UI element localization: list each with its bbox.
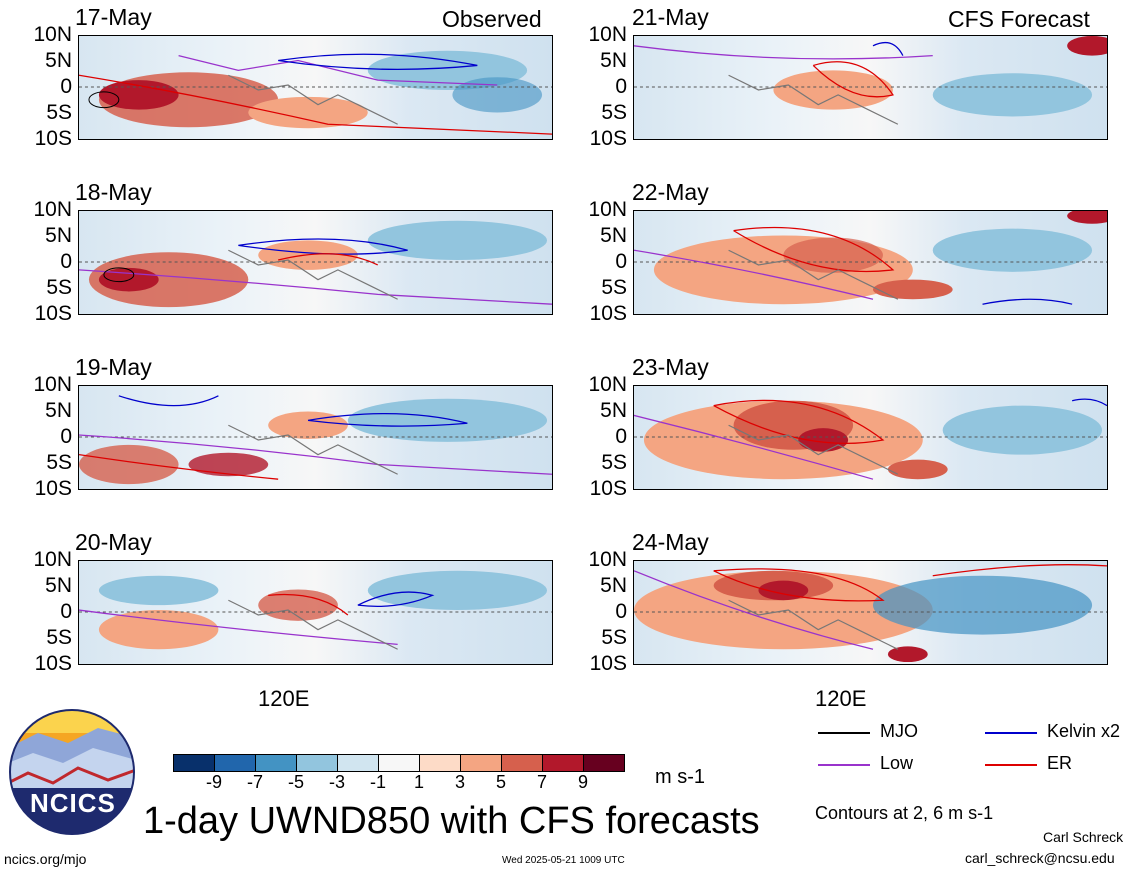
lat-label: 0	[60, 250, 72, 273]
lat-label: 5N	[600, 224, 627, 247]
panel-date-2: 18-May	[75, 179, 152, 205]
colorbar-tick: 3	[454, 772, 465, 792]
logo-text: NCICS	[30, 788, 116, 818]
panel-date-8: 24-May	[632, 529, 709, 555]
lat-label: 10S	[34, 652, 72, 675]
lat-label: 10S	[589, 477, 627, 500]
lat-label: 10N	[588, 373, 627, 396]
panel-date-7: 23-May	[632, 354, 709, 380]
legend-line-mjo	[818, 732, 870, 734]
lat-label: 10S	[589, 652, 627, 675]
lat-label: 5N	[600, 49, 627, 72]
lat-label: 10S	[34, 477, 72, 500]
x-axis-label-right: 120E	[815, 686, 867, 711]
author: Carl Schreck	[1043, 829, 1124, 845]
forecast-header: CFS Forecast	[948, 6, 1090, 32]
lat-label: 5N	[45, 224, 72, 247]
colorbar-tick: -3	[328, 772, 345, 792]
contour-note: Contours at 2, 6 m s-1	[815, 803, 994, 823]
x-axis-label-left: 120E	[258, 686, 310, 711]
lat-label: 10N	[588, 548, 627, 571]
lat-label: 5N	[600, 399, 627, 422]
lat-label: 10S	[589, 127, 627, 150]
lat-label: 5S	[601, 276, 627, 299]
colorbar-swatch	[173, 754, 215, 772]
legend-low: Low	[880, 753, 914, 773]
lat-label: 10S	[34, 302, 72, 325]
map-panel-6	[633, 210, 1108, 315]
timestamp: Wed 2025-05-21 1009 UTC	[502, 855, 625, 866]
colorbar-unit: m s-1	[655, 766, 705, 788]
colorbar-swatch	[419, 754, 461, 772]
lat-label: 5N	[45, 49, 72, 72]
panel-date-4: 20-May	[75, 529, 152, 555]
lat-label: 5S	[601, 101, 627, 124]
colorbar-swatch	[296, 754, 338, 772]
lat-label: 10S	[34, 127, 72, 150]
legend-line-low	[818, 764, 870, 766]
email: carl_schreck@ncsu.edu	[965, 850, 1115, 866]
lat-label: 10N	[33, 23, 72, 46]
lat-label: 5N	[600, 574, 627, 597]
lat-label: 0	[60, 600, 72, 623]
lat-label: 5S	[601, 451, 627, 474]
lat-label: 0	[60, 75, 72, 98]
legend-er: ER	[1047, 753, 1073, 773]
colorbar-tick: -7	[246, 772, 263, 792]
lat-label: 5N	[45, 399, 72, 422]
observed-header: Observed	[442, 6, 542, 32]
lat-label: 0	[615, 600, 627, 623]
colorbar-tick: 5	[495, 772, 506, 792]
lat-label: 10S	[589, 302, 627, 325]
colorbar-tick: 7	[536, 772, 547, 792]
legend-mjo: MJO	[880, 721, 918, 741]
ncics-logo	[9, 709, 135, 835]
colorbar-swatch	[542, 754, 584, 772]
colorbar-tick: 9	[577, 772, 588, 792]
map-panel-5	[633, 35, 1108, 140]
lat-label: 10N	[33, 548, 72, 571]
colorbar-swatch	[460, 754, 502, 772]
colorbar-swatch	[337, 754, 379, 772]
colorbar-tick: -1	[369, 772, 386, 792]
map-panel-1	[78, 35, 553, 140]
colorbar-swatch	[583, 754, 625, 772]
lat-label: 5S	[601, 626, 627, 649]
lat-label: 10N	[588, 23, 627, 46]
colorbar-swatch	[255, 754, 297, 772]
map-panel-8	[633, 560, 1108, 665]
lat-label: 10N	[33, 198, 72, 221]
colorbar-tick: -5	[287, 772, 304, 792]
map-panel-4	[78, 560, 553, 665]
map-panel-7	[633, 385, 1108, 490]
panel-date-5: 21-May	[632, 4, 709, 30]
lat-label: 10N	[33, 373, 72, 396]
lat-label: 0	[60, 425, 72, 448]
legend-kelvin: Kelvin x2	[1047, 721, 1121, 741]
lat-label: 0	[615, 250, 627, 273]
lat-label: 0	[615, 75, 627, 98]
lat-label: 5S	[46, 101, 72, 124]
colorbar-tick: 1	[413, 772, 424, 792]
figure-title: 1-day UWND850 with CFS forecasts	[143, 800, 760, 842]
lat-label: 0	[615, 425, 627, 448]
colorbar-swatch	[378, 754, 420, 772]
panel-date-6: 22-May	[632, 179, 709, 205]
lat-label: 5S	[46, 626, 72, 649]
lat-label: 5N	[45, 574, 72, 597]
lat-label: 5S	[46, 276, 72, 299]
map-panel-2	[78, 210, 553, 315]
url-text: ncics.org/mjo	[4, 851, 87, 867]
lat-label: 5S	[46, 451, 72, 474]
panel-date-3: 19-May	[75, 354, 152, 380]
colorbar-swatch	[214, 754, 256, 772]
panel-date-1: 17-May	[75, 4, 152, 30]
legend-line-kelvin	[985, 732, 1037, 734]
map-panel-3	[78, 385, 553, 490]
colorbar-tick: -9	[205, 772, 222, 792]
colorbar-swatch	[501, 754, 543, 772]
legend-line-er	[985, 764, 1037, 766]
lat-label: 10N	[588, 198, 627, 221]
